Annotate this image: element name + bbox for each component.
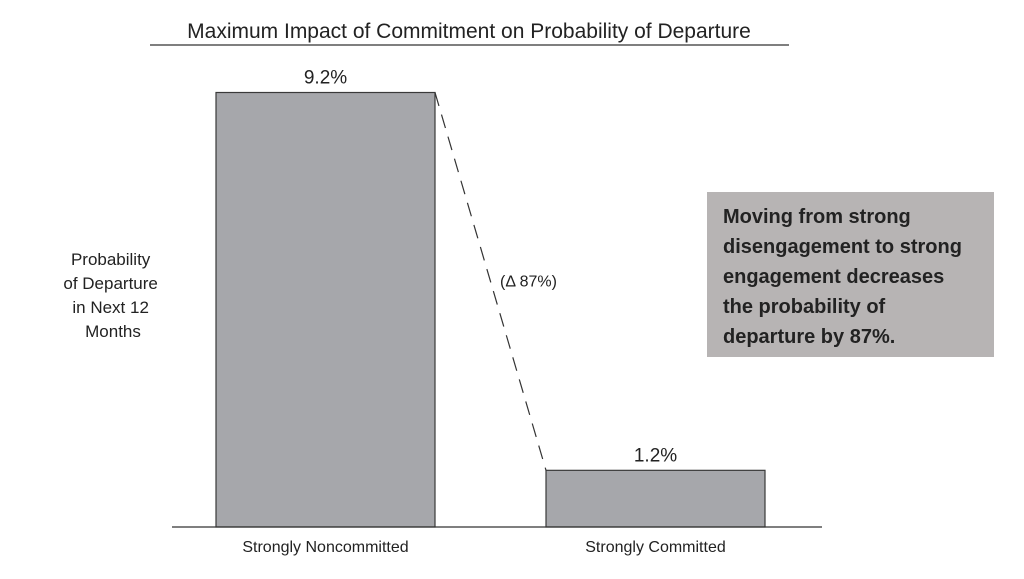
- y-axis-label-line: of Departure: [63, 274, 158, 293]
- callout-line: engagement decreases: [723, 266, 944, 288]
- callout-text: Moving from strong disengagement to stro…: [723, 206, 967, 348]
- y-axis-label-line: Probability: [71, 250, 151, 269]
- y-axis-label: Probability of Departure in Next 12 Mont…: [63, 250, 162, 341]
- bar-strongly-committed: [545, 469, 766, 528]
- category-label: Strongly Committed: [585, 539, 726, 556]
- callout-line: departure by 87%.: [723, 326, 895, 348]
- callout-line: Moving from strong: [723, 206, 911, 228]
- category-label: Strongly Noncommitted: [242, 539, 408, 556]
- bar-value-label: 9.2%: [304, 67, 347, 88]
- bars-layer: 9.2% Strongly Noncommitted 1.2% Strongly Co…: [215, 67, 766, 556]
- bar-value-label: 1.2%: [634, 445, 677, 466]
- callout-background: [707, 192, 994, 357]
- callout-line: the probability of: [723, 296, 886, 318]
- callout-box: Moving from strong disengagement to stro…: [707, 192, 994, 357]
- y-axis-label-line: Months: [85, 322, 141, 341]
- delta-label: (Δ 87%): [500, 273, 557, 290]
- y-axis-label-line: in Next 12: [72, 298, 149, 317]
- bar-strongly-noncommitted: [215, 91, 436, 528]
- chart-title: Maximum Impact of Commitment on Probabil…: [187, 20, 751, 43]
- delta-connector-line: [434, 92, 547, 471]
- callout-line: disengagement to strong: [723, 236, 962, 258]
